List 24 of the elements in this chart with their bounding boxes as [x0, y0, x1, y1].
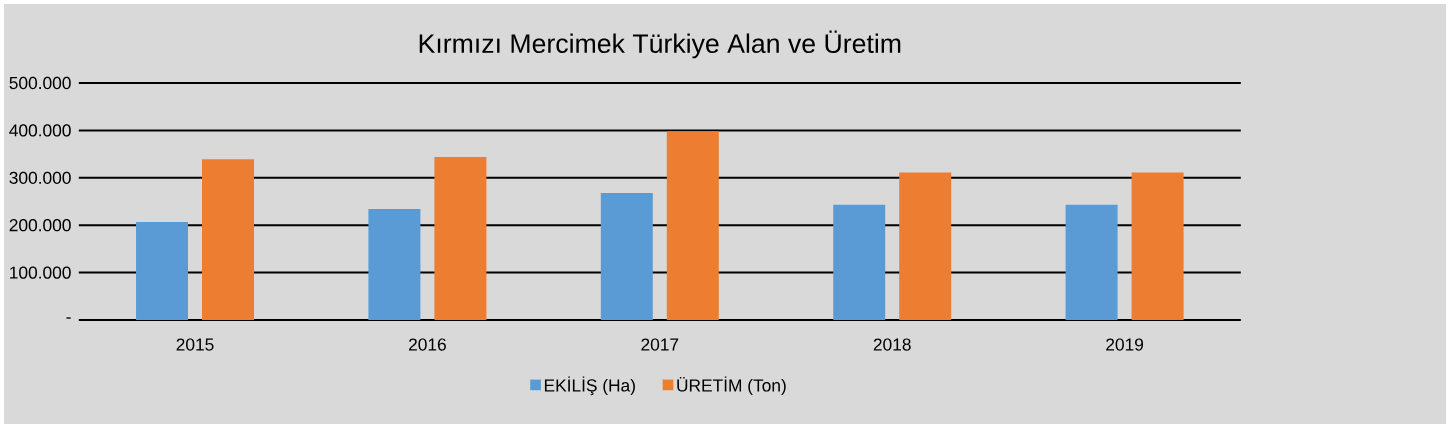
bar: [1131, 172, 1184, 320]
bar: [434, 156, 487, 320]
y-tick-label: 500.000: [9, 76, 71, 90]
legend-label: EKİLİŞ (Ha): [544, 376, 635, 396]
y-tick-label: -: [66, 317, 71, 319]
bar: [666, 131, 719, 320]
x-tick-label: 2019: [1106, 338, 1144, 351]
bar: [1065, 204, 1118, 320]
y-tick-label: 200.000: [9, 219, 71, 232]
x-tick-label: 2016: [409, 338, 446, 351]
y-tick-label: 100.000: [10, 266, 71, 279]
chart-title: Kırmızı Mercimek Türkiye Alan ve Üretim: [419, 30, 901, 59]
x-tick-label: 2015: [176, 338, 214, 351]
y-tick-label: 400.000: [9, 124, 71, 137]
bar: [899, 172, 952, 320]
bar: [368, 209, 421, 320]
bar: [136, 221, 189, 320]
y-tick-label: 300.000: [9, 171, 71, 184]
x-tick-label: 2018: [873, 338, 911, 351]
bar: [833, 204, 886, 320]
bar: [202, 159, 255, 320]
bar: [600, 192, 653, 320]
legend-label: ÜRETİM (Ton): [677, 376, 786, 396]
x-tick-label: 2017: [641, 338, 679, 351]
